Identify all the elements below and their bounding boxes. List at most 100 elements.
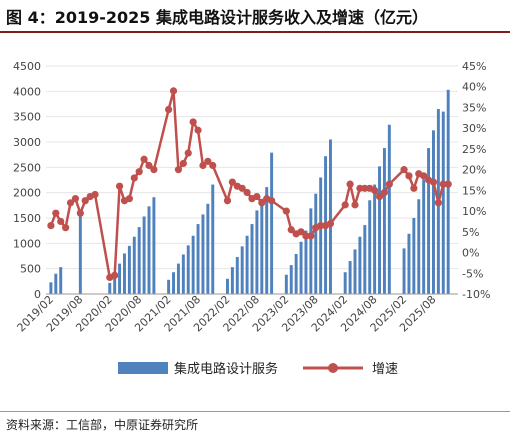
bar <box>186 245 190 294</box>
bar <box>309 208 313 294</box>
bar <box>127 245 131 294</box>
bar <box>387 124 391 294</box>
growth-point <box>140 155 148 163</box>
bar <box>113 273 117 294</box>
bar <box>250 224 254 294</box>
growth-point <box>371 186 379 194</box>
growth-point <box>253 192 261 201</box>
bar <box>255 210 259 294</box>
growth-point <box>429 178 438 186</box>
bar <box>432 130 435 294</box>
bar <box>123 253 126 294</box>
bar <box>314 193 318 294</box>
bar <box>348 261 352 294</box>
bar <box>412 218 416 294</box>
bar <box>265 187 269 294</box>
growth-point <box>91 190 99 199</box>
growth-point <box>258 199 266 207</box>
bar <box>245 235 249 294</box>
bar-series <box>49 89 450 295</box>
growth-point <box>125 195 133 203</box>
right-axis-tick-label: 30% <box>462 122 486 135</box>
bar <box>368 200 372 294</box>
bar <box>299 241 303 294</box>
growth-point <box>243 188 251 197</box>
right-axis-tick-label: 0% <box>462 247 479 260</box>
growth-point <box>410 184 418 192</box>
legend: 集成电路设计服务 增速 <box>118 361 398 377</box>
bar <box>329 139 332 294</box>
growth-point <box>76 209 84 217</box>
legend-line-label: 增速 <box>372 362 398 377</box>
left-axis-tick-label: 3500 <box>13 111 41 124</box>
bar <box>211 184 215 294</box>
left-axis-tick-label: 4500 <box>13 60 41 73</box>
growth-point <box>71 195 80 203</box>
growth-point <box>297 228 305 236</box>
growth-point <box>385 180 393 188</box>
left-axis-tick-label: 3000 <box>13 136 41 149</box>
growth-point <box>57 217 65 226</box>
bar <box>191 235 195 294</box>
growth-point <box>145 161 153 170</box>
left-axis-tick-label: 1500 <box>13 212 41 225</box>
bar <box>402 248 406 294</box>
growth-point <box>282 207 290 215</box>
growth-point <box>115 182 124 190</box>
left-axis-tick-label: 1000 <box>13 237 41 250</box>
legend-line-marker <box>328 363 338 373</box>
right-axis-tick-label: -5% <box>462 267 483 280</box>
bar <box>152 197 156 294</box>
bar <box>172 272 175 294</box>
left-axis-tick-label: 2500 <box>13 161 41 174</box>
growth-point <box>400 166 408 174</box>
bar <box>108 282 112 294</box>
growth-point <box>346 180 354 188</box>
growth-point <box>434 199 442 207</box>
bar <box>260 198 264 294</box>
bar <box>59 267 63 294</box>
bar <box>176 263 180 294</box>
left-axis-tick-label: 500 <box>20 263 41 276</box>
left-axis-tick-label: 4000 <box>13 85 41 98</box>
growth-point <box>238 184 246 192</box>
bar <box>353 249 357 294</box>
bar <box>270 152 274 294</box>
right-axis-tick-label: -10% <box>462 288 490 301</box>
right-axis-tick-label: 35% <box>462 101 486 114</box>
chart-title: 图 4：2019-2025 集成电路设计服务收入及增速（亿元） <box>6 8 428 27</box>
growth-point <box>189 118 197 126</box>
bar <box>407 233 411 294</box>
bar <box>319 177 323 294</box>
growth-point <box>199 161 207 170</box>
right-axis-tick-label: 40% <box>462 81 486 94</box>
right-axis-tick-label: 45% <box>462 60 486 73</box>
gridlines <box>46 65 458 270</box>
growth-point <box>165 105 173 114</box>
growth-point <box>268 197 276 205</box>
bar <box>230 267 234 294</box>
bar <box>417 199 421 294</box>
growth-point <box>66 199 75 207</box>
growth-point <box>62 224 70 232</box>
left-axis-tick-label: 2000 <box>13 187 41 200</box>
left-axis-ticks: 0 500 1000 1500 2000 2500 3000 3500 4000 4500 <box>13 60 41 301</box>
bar <box>343 272 347 294</box>
bar <box>235 257 239 294</box>
bar <box>373 184 377 294</box>
bar <box>446 89 450 295</box>
bar <box>363 225 367 294</box>
growth-point <box>130 174 138 182</box>
growth-point <box>287 226 295 234</box>
right-axis-tick-label: 5% <box>462 226 479 239</box>
bar <box>226 278 229 294</box>
bar <box>201 214 205 294</box>
bar <box>378 166 381 294</box>
bar <box>118 263 122 294</box>
growth-point <box>209 161 217 170</box>
bar <box>206 203 210 294</box>
bar <box>147 206 151 294</box>
growth-point <box>81 197 89 205</box>
title-divider <box>0 31 510 33</box>
growth-point <box>111 271 119 279</box>
